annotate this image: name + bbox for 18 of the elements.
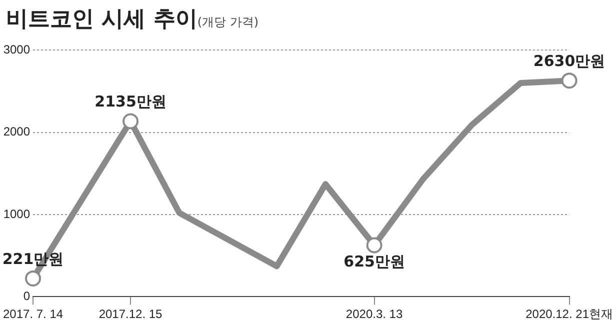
x-tick-label: 2020.12. 21현재 <box>526 307 614 322</box>
chart-title: 비트코인 시세 추이 <box>6 7 198 32</box>
data-label: 2135만원 <box>94 92 166 111</box>
y-tick-label: 0 <box>23 288 30 303</box>
y-tick-label: 3000 <box>3 42 30 57</box>
x-tick-label: 2017. 7. 14 <box>2 307 64 322</box>
point <box>366 237 382 254</box>
point <box>25 270 42 286</box>
y-tick-label: 1000 <box>3 206 30 221</box>
chart-subtitle: (개당 가격) <box>197 15 259 29</box>
data-label: 2630만원 <box>533 52 606 70</box>
data-label: 625만원 <box>344 252 405 271</box>
point <box>122 113 139 130</box>
x-tick-label: 2017.12. 15 <box>98 307 163 322</box>
data-label: 221만원 <box>2 250 64 268</box>
x-tick-label: 2020.3. 13 <box>346 307 403 322</box>
y-tick-label: 2000 <box>3 124 30 139</box>
point <box>561 72 578 89</box>
